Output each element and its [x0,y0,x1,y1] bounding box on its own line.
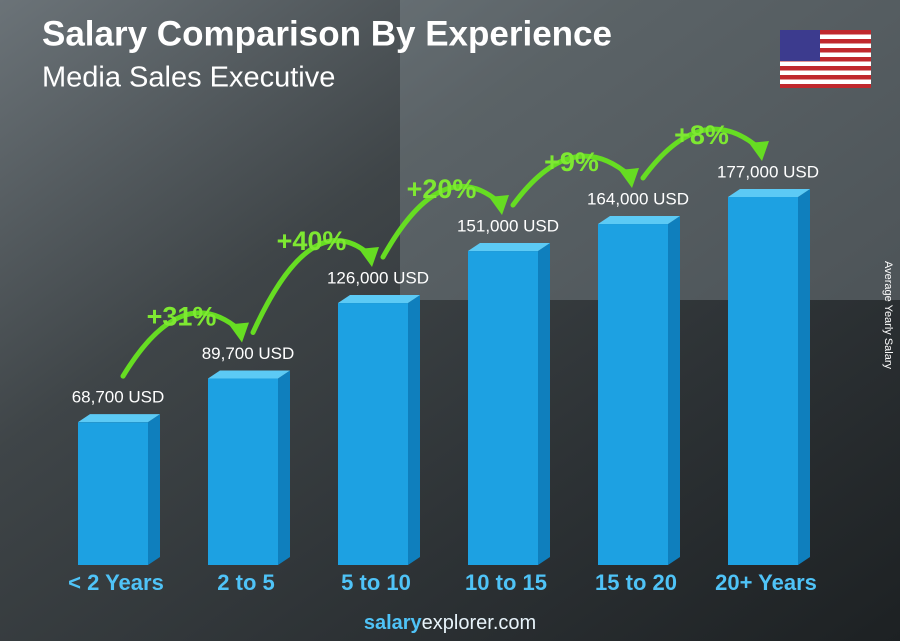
x-tick-label: 2 to 5 [217,570,274,595]
growth-label: +9% [544,147,599,177]
growth-arrow [250,238,373,336]
bar [728,197,798,565]
bar-top [598,216,680,225]
flag-stripe [780,30,871,35]
chart-subtitle: Media Sales Executive [42,62,335,94]
growth-arrowhead [619,168,639,189]
x-tick-label: 5 to 10 [341,570,411,595]
value-label: 151,000 USD [457,217,559,236]
bar-side [668,216,680,565]
flag [780,30,871,88]
growth-arrow [510,153,633,208]
bar-side [278,370,290,565]
bar-top [728,189,810,197]
x-tick-label: < 2 Years [68,570,164,595]
growth-arrow [120,310,243,379]
bar-top [338,295,420,304]
bar [78,422,148,565]
footer: salaryexplorer.com [364,612,536,634]
growth-arrowhead [359,247,379,268]
flag-stripe [780,48,871,53]
bar-top [208,370,290,379]
growth-arrow [380,184,503,260]
footer-domain: explorer.com [422,612,537,634]
bar [468,251,538,565]
bar-side [408,295,420,565]
value-label: 68,700 USD [72,388,165,407]
x-tick-label: 15 to 20 [595,570,677,595]
chart-title: Salary Comparison By Experience [42,14,612,53]
x-tick-label: 10 to 15 [465,570,547,595]
bar [338,303,408,565]
growth-label: +20% [407,174,477,204]
growth-label: +31% [147,302,217,332]
value-label: 164,000 USD [587,190,689,209]
bar-top [78,414,160,423]
bar-side [148,414,160,565]
value-label: 177,000 USD [717,162,819,181]
growth-arrowhead [229,322,249,343]
growth-arrowhead [489,195,509,216]
flag-stripe [780,57,871,62]
growth-label: +40% [277,226,347,256]
flag-stripe [780,39,871,44]
flag-stripe [780,75,871,80]
growth-arrow [640,126,763,181]
growth-label: +8% [674,120,729,150]
bar [598,224,668,565]
flag-canton [780,30,820,61]
flag-stripe [780,66,871,71]
bar [208,378,278,565]
value-label: 89,700 USD [202,344,295,363]
bar-side [538,243,550,565]
bar-side [798,189,810,565]
value-label: 126,000 USD [327,269,429,288]
growth-arrowhead [749,141,769,161]
footer-brand: salary [364,612,423,634]
flag-stripe [780,84,871,88]
bar-top [468,243,550,252]
x-tick-label: 20+ Years [715,570,817,595]
y-axis-label: Average Yearly Salary [882,261,894,370]
